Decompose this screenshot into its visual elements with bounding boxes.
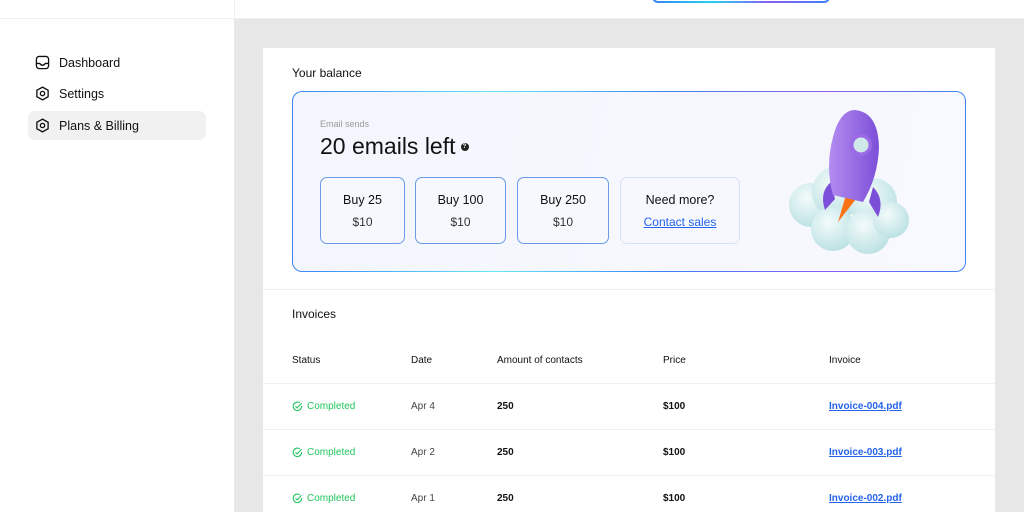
emails-left: 20 emails left ? <box>320 133 469 160</box>
price-cell: $100 <box>663 401 686 412</box>
sidebar-item-label: Settings <box>59 86 105 101</box>
price-cell: $100 <box>663 447 686 458</box>
column-header-status: Status <box>292 355 321 366</box>
date-cell: Apr 4 <box>411 401 435 412</box>
amount-cell: 250 <box>497 401 514 412</box>
balance-title: Your balance <box>292 66 362 80</box>
sidebar-item-plans-billing[interactable]: Plans & Billing <box>28 111 206 140</box>
top-button[interactable] <box>652 0 830 3</box>
column-header-date: Date <box>411 355 433 366</box>
need-more-label: Need more? <box>645 192 715 207</box>
main-content: Your balance Email sends 20 emails left … <box>234 19 1024 518</box>
invoice-link[interactable]: Invoice-002.pdf <box>829 493 902 504</box>
column-header-invoice: Invoice <box>829 355 861 366</box>
need-more-box: Need more? Contact sales <box>620 177 740 244</box>
settings-icon <box>36 86 49 101</box>
sidebar-item-settings[interactable]: Settings <box>28 79 206 108</box>
amount-cell: 250 <box>497 447 514 458</box>
buy-250-button[interactable]: Buy 250 $10 <box>517 177 609 244</box>
divider <box>234 0 235 19</box>
status-text: Completed <box>307 493 356 504</box>
option-label: Buy 25 <box>343 192 382 207</box>
buy-25-button[interactable]: Buy 25 $10 <box>320 177 405 244</box>
status-text: Completed <box>307 447 356 458</box>
price-cell: $100 <box>663 493 686 504</box>
check-circle-icon <box>292 493 303 504</box>
status-text: Completed <box>307 401 356 412</box>
status-badge: Completed <box>292 401 355 412</box>
option-label: Buy 250 <box>540 192 586 207</box>
rocket-illustration <box>789 110 909 254</box>
divider <box>263 289 995 290</box>
top-bar <box>0 0 1024 19</box>
date-cell: Apr 1 <box>411 493 435 504</box>
billing-card: Your balance Email sends 20 emails left … <box>263 48 995 518</box>
column-header-amount: Amount of contacts <box>497 355 583 366</box>
column-header-price: Price <box>663 355 686 366</box>
row-divider <box>263 429 995 430</box>
sidebar-item-dashboard[interactable]: Dashboard <box>28 48 206 77</box>
emails-left-text: 20 emails left <box>320 133 456 159</box>
amount-cell: 250 <box>497 493 514 504</box>
invoice-link[interactable]: Invoice-004.pdf <box>829 401 902 412</box>
option-label: Buy 100 <box>437 192 484 207</box>
invoices-title: Invoices <box>292 307 337 321</box>
check-circle-icon <box>292 401 303 412</box>
help-icon[interactable]: ? <box>460 142 469 151</box>
sidebar-item-label: Plans & Billing <box>59 118 139 133</box>
sidebar-item-label: Dashboard <box>59 55 121 70</box>
status-badge: Completed <box>292 493 355 504</box>
inbox-icon <box>35 55 50 70</box>
row-divider <box>263 383 995 384</box>
row-divider <box>263 475 995 476</box>
buy-100-button[interactable]: Buy 100 $10 <box>415 177 506 244</box>
sidebar: Dashboard Settings Plans & Billing <box>0 19 234 512</box>
billing-icon <box>36 118 49 133</box>
contact-sales-link[interactable]: Contact sales <box>643 214 717 229</box>
option-price: $10 <box>552 214 574 229</box>
option-price: $10 <box>450 214 471 229</box>
date-cell: Apr 2 <box>411 447 435 458</box>
balance-panel: Email sends 20 emails left ? Buy 25 $10 … <box>292 91 966 272</box>
balance-subtitle: Email sends <box>320 119 370 129</box>
check-circle-icon <box>292 447 303 458</box>
invoice-link[interactable]: Invoice-003.pdf <box>829 447 902 458</box>
option-price: $10 <box>352 214 373 229</box>
status-badge: Completed <box>292 447 355 458</box>
